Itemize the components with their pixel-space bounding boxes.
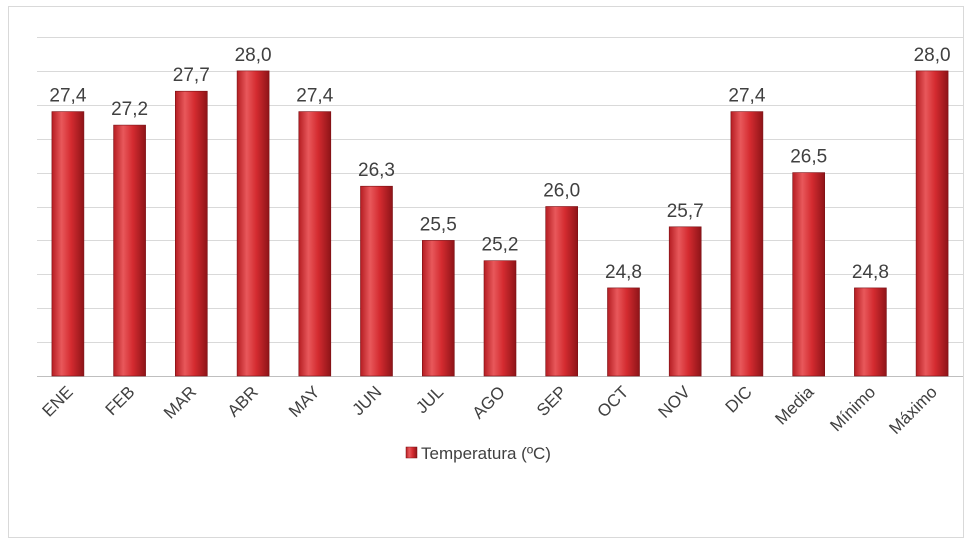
legend-label: Temperatura (ºC) [421, 444, 551, 463]
legend: Temperatura (ºC) [405, 444, 551, 463]
data-label: 27,4 [728, 86, 765, 107]
bar-chart: 27,4 27,2 27,7 28,0 27,4 26,3 25,5 25,2 26,0 24,8… [37, 37, 963, 463]
x-tick-label: ENE [39, 382, 77, 420]
data-label: 24,8 [852, 262, 889, 283]
data-label: 26,5 [790, 147, 827, 168]
bar-mínimo [854, 287, 887, 377]
data-label: 28,0 [914, 45, 951, 66]
data-label: 27,7 [173, 65, 210, 86]
data-label: 27,4 [49, 86, 86, 107]
x-tick-label: AGO [469, 382, 509, 422]
data-label: 26,0 [543, 181, 580, 202]
x-tick-label: Mínimo [826, 382, 879, 435]
bar-jun [360, 185, 393, 377]
chart-container: 27,4 27,2 27,7 28,0 27,4 26,3 25,5 25,2 26,0 24,8… [8, 6, 964, 538]
x-tick-label: FEB [102, 382, 139, 419]
legend-swatch [405, 446, 418, 459]
bar-dic [730, 111, 764, 377]
x-tick-label: NOV [655, 382, 695, 422]
bar-abr [236, 70, 270, 377]
bar-ago [483, 260, 517, 377]
x-tick-label: ABR [224, 382, 262, 420]
data-label: 25,5 [420, 214, 457, 235]
bar-ene [51, 111, 85, 377]
bar-may [298, 111, 332, 377]
x-tick-label: MAY [285, 382, 324, 421]
x-tick-label: JUL [412, 382, 447, 417]
x-tick-label: OCT [594, 382, 633, 421]
data-label: 24,8 [605, 262, 642, 283]
bars [51, 70, 949, 377]
x-tick-label: Media [771, 382, 818, 429]
bar-mar [175, 90, 208, 377]
x-tick-label: Máximo [885, 382, 941, 438]
x-tick-label: JUN [349, 382, 386, 419]
data-label: 28,0 [235, 45, 272, 66]
data-label: 25,7 [667, 201, 704, 222]
x-axis-tick-labels: ENE FEB MAR ABR MAY JUN JUL AGO SEP OCT NOV DIC Medi… [39, 382, 941, 438]
bar-oct [607, 287, 640, 377]
bar-nov [668, 226, 702, 377]
bar-feb [113, 124, 146, 377]
x-tick-label: MAR [160, 382, 200, 422]
data-labels: 27,4 27,2 27,7 28,0 27,4 26,3 25,5 25,2 26,0 24,8… [49, 45, 950, 283]
bar-media [792, 172, 826, 377]
x-tick-label: DIC [722, 382, 756, 416]
bar-máximo [915, 70, 949, 377]
x-tick-label: SEP [533, 382, 570, 419]
data-label: 27,2 [111, 99, 148, 120]
data-label: 26,3 [358, 160, 395, 181]
data-label: 25,2 [482, 235, 519, 256]
bar-sep [545, 206, 579, 377]
data-label: 27,4 [296, 86, 333, 107]
bar-jul [421, 240, 455, 377]
